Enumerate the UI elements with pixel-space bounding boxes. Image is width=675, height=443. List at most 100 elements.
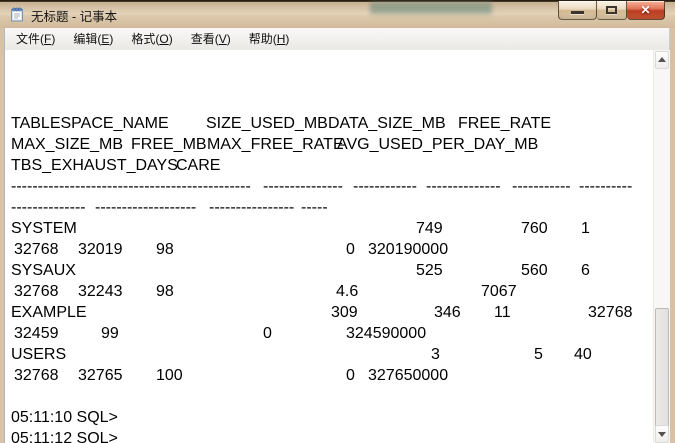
menu-help[interactable]: 帮助(H) xyxy=(248,32,290,46)
title-bar[interactable]: 无标题 - 记事本 xyxy=(0,1,675,28)
text-token: 11 xyxy=(494,304,511,321)
text-token: TBS_EXHAUST_DAYS xyxy=(11,157,178,174)
text-token: ----------------------------------------… xyxy=(11,178,251,195)
text-line: 32768 32243 98 4.6 7067 xyxy=(5,283,653,304)
text-token: 32768 xyxy=(14,367,59,384)
text-token: 309 xyxy=(331,304,358,321)
text-line: 32768 32019 98 0 320190000 xyxy=(5,241,653,262)
text-token: 32243 xyxy=(78,283,123,300)
text-token: 324590000 xyxy=(346,325,427,342)
text-line: ----------------------------------------… xyxy=(5,178,653,199)
text-token: 525 xyxy=(416,262,443,279)
text-token: 99 xyxy=(101,325,119,342)
text-token: ------------ xyxy=(353,178,417,195)
text-line: 05:11:10 SQL> xyxy=(5,409,653,430)
text-token: 560 xyxy=(521,262,548,279)
menu-format[interactable]: 格式(O) xyxy=(131,32,173,46)
text-token: 32768 xyxy=(14,241,59,258)
text-line xyxy=(5,52,653,73)
text-line: EXAMPLE 309 346 11 32768 xyxy=(5,304,653,325)
arrow-down-icon xyxy=(658,432,666,437)
text-token: ----- xyxy=(301,199,328,216)
text-line: 32459 99 0 324590000 xyxy=(5,325,653,346)
text-token: 346 xyxy=(434,304,461,321)
text-token: 749 xyxy=(416,220,443,237)
text-token: ---------------- xyxy=(209,199,295,216)
text-token: MAX_SIZE_MB xyxy=(11,136,124,153)
text-token: 98 xyxy=(156,283,174,300)
text-token: 7067 xyxy=(481,283,517,300)
text-area[interactable]: TABLESPACE_NAME SIZE_USED_MB DATA_SIZE_MB F… xyxy=(5,52,653,443)
text-line: TABLESPACE_NAME SIZE_USED_MB DATA_SIZE_MB F… xyxy=(5,115,653,136)
text-line: USERS 3 5 40 xyxy=(5,346,653,367)
text-token: CARE xyxy=(176,157,221,174)
text-token: 0 xyxy=(346,241,355,258)
text-token: 98 xyxy=(156,241,174,258)
text-token: -------------- xyxy=(426,178,501,195)
text-token: 760 xyxy=(521,220,548,237)
text-token: SYSTEM xyxy=(11,220,77,237)
close-icon xyxy=(627,1,664,19)
text-line: SYSAUX 525 560 6 xyxy=(5,262,653,283)
text-token: --------------- xyxy=(263,178,343,195)
minimize-button[interactable] xyxy=(558,1,597,20)
menu-edit[interactable]: 编辑(E) xyxy=(73,32,114,46)
scrollbar-thumb[interactable] xyxy=(655,308,669,428)
maximize-button[interactable] xyxy=(597,1,627,20)
scroll-down-button[interactable] xyxy=(655,425,669,443)
text-token: 0 xyxy=(263,325,272,342)
text-line xyxy=(5,94,653,115)
text-token: 05:11:12 SQL> xyxy=(11,430,118,443)
window-title: 无标题 - 记事本 xyxy=(31,10,118,24)
text-line: 05:11:12 SQL> xyxy=(5,430,653,443)
text-token: 32765 xyxy=(78,367,123,384)
scroll-up-button[interactable] xyxy=(655,51,669,69)
text-token: 32019 xyxy=(78,241,123,258)
text-token: 320190000 xyxy=(368,241,449,258)
text-token: ---------- xyxy=(579,178,633,195)
notepad-icon xyxy=(9,6,25,22)
text-token: AVG_USED_PER_DAY_MB xyxy=(337,136,539,153)
minimize-icon xyxy=(571,11,584,14)
text-token: 327650000 xyxy=(368,367,449,384)
vertical-scrollbar[interactable] xyxy=(653,50,670,443)
blurred-watermark xyxy=(370,2,492,14)
text-token: DATA_SIZE_MB xyxy=(328,115,446,132)
text-token: FREE_RATE xyxy=(458,115,552,132)
menu-view[interactable]: 查看(V) xyxy=(190,32,231,46)
text-token: 32768 xyxy=(14,283,59,300)
text-token: ------------------- xyxy=(95,199,197,216)
text-token: 3 xyxy=(431,346,440,363)
text-token: MAX_FREE_RATE xyxy=(207,136,344,153)
text-token: 32768 xyxy=(588,304,633,321)
text-token: 100 xyxy=(156,367,183,384)
maximize-icon xyxy=(606,6,617,14)
text-token: 32459 xyxy=(14,325,59,342)
text-token: 4.6 xyxy=(336,283,359,300)
menu-bar: 文件(F) 编辑(E) 格式(O) 查看(V) 帮助(H) xyxy=(4,28,670,50)
text-token: 0 xyxy=(346,367,355,384)
close-button[interactable] xyxy=(627,1,665,20)
text-token: ----------- xyxy=(512,178,571,195)
text-line: 32768 32765 100 0 327650000 xyxy=(5,367,653,388)
text-line xyxy=(5,73,653,94)
text-token: -------------- xyxy=(11,199,86,216)
text-token: EXAMPLE xyxy=(11,304,87,321)
editor-content: TABLESPACE_NAME SIZE_USED_MB DATA_SIZE_MB F… xyxy=(4,50,670,443)
text-line: SYSTEM 749 760 1 xyxy=(5,220,653,241)
text-token: 1 xyxy=(581,220,590,237)
text-line: TBS_EXHAUST_DAYS CARE xyxy=(5,157,653,178)
text-token: 05:11:10 SQL> xyxy=(11,409,118,426)
arrow-up-icon xyxy=(658,57,666,62)
text-token: USERS xyxy=(11,346,67,363)
text-token: 6 xyxy=(581,262,590,279)
menu-file[interactable]: 文件(F) xyxy=(16,32,56,46)
text-line: MAX_SIZE_MB FREE_MB MAX_FREE_RATE AVG_USED_… xyxy=(5,136,653,157)
text-token: TABLESPACE_NAME xyxy=(11,115,169,132)
text-token: 40 xyxy=(574,346,592,363)
text-line: ----------------------------------------… xyxy=(5,199,653,220)
text-token: SIZE_USED_MB xyxy=(206,115,328,132)
window-controls xyxy=(558,1,665,20)
window-top-border xyxy=(0,0,675,2)
